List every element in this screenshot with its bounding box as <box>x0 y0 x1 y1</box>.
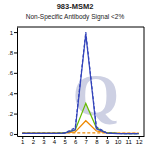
y-tick: 1 <box>10 30 17 36</box>
x-tick: 3 <box>42 136 46 145</box>
x-tick: 10 <box>115 136 122 145</box>
y-tick: .2 <box>8 111 17 117</box>
x-tick-label: 12 <box>136 139 143 145</box>
x-tick-label: 5 <box>63 139 67 145</box>
y-tick-label: .4 <box>8 91 14 97</box>
x-tick: 11 <box>126 136 133 145</box>
y-tick: .6 <box>8 70 17 76</box>
y-tick: .4 <box>8 91 17 97</box>
x-tick: 2 <box>32 136 36 145</box>
x-tick: 6 <box>74 136 78 145</box>
y-tick-mark <box>14 134 17 135</box>
x-tick-label: 2 <box>32 139 36 145</box>
x-axis: 123456789101112 <box>18 136 145 145</box>
y-tick-mark <box>14 52 17 53</box>
x-tick-label: 9 <box>106 139 110 145</box>
y-tick-label: .8 <box>8 50 14 56</box>
frame-right <box>144 27 145 136</box>
plot-area <box>22 32 138 134</box>
x-tick: 1 <box>21 136 25 145</box>
x-tick-label: 11 <box>126 139 133 145</box>
y-tick-mark <box>14 73 17 74</box>
y-axis: 0 .2 .4 .6 .8 1 <box>8 28 18 138</box>
x-tick-label: 10 <box>115 139 122 145</box>
x-tick-label: 6 <box>74 139 78 145</box>
title: 983-MSM2 <box>57 2 94 11</box>
y-tick-label: 1 <box>10 30 14 36</box>
x-axis-line <box>18 136 145 137</box>
series-line <box>22 34 138 134</box>
y-tick-label: .2 <box>8 111 14 117</box>
y-tick: 0 <box>10 131 17 137</box>
x-tick: 7 <box>85 136 89 145</box>
subtitle: Non-Specific Antibody Signal <2% <box>26 13 125 21</box>
x-tick: 12 <box>136 136 143 145</box>
series-line <box>22 103 138 133</box>
x-tick: 9 <box>106 136 110 145</box>
y-tick-mark <box>14 114 17 115</box>
y-tick-mark <box>14 93 17 94</box>
chart: 983-MSM2 Non-Specific Antibody Signal <2%… <box>0 0 150 150</box>
x-tick: 8 <box>95 136 99 145</box>
x-tick-label: 1 <box>21 139 25 145</box>
y-axis-line <box>17 28 18 137</box>
x-tick-label: 7 <box>85 139 89 145</box>
x-tick-label: 3 <box>42 139 46 145</box>
series-line <box>22 32 138 134</box>
y-tick: .8 <box>8 50 17 56</box>
x-tick: 5 <box>63 136 67 145</box>
x-tick-label: 4 <box>53 139 57 145</box>
x-tick-label: 8 <box>95 139 99 145</box>
x-tick: 4 <box>53 136 57 145</box>
series-line <box>22 121 138 134</box>
y-tick-mark <box>14 32 17 33</box>
y-tick-label: .6 <box>8 70 14 76</box>
frame-top <box>17 27 144 28</box>
y-tick-label: 0 <box>10 131 14 137</box>
